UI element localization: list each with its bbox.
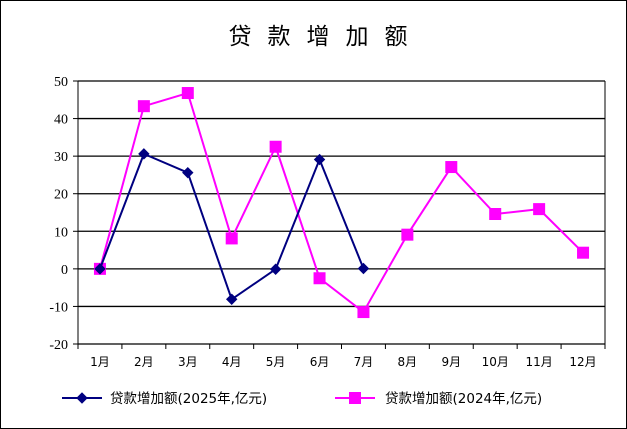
y-tick-label: 0 [61, 263, 68, 278]
series-1-point [269, 263, 282, 275]
series-2-point [533, 203, 546, 216]
y-tick-label: -10 [49, 300, 68, 315]
legend: 贷款增加额(2025年,亿元) 贷款增加额(2024年,亿元) [62, 391, 542, 407]
series-2-point [401, 228, 414, 241]
y-tick-label: 40 [54, 113, 68, 128]
series-2-point [357, 306, 370, 319]
x-tick-label: 8月 [398, 355, 418, 369]
legend-swatch-marker-1 [76, 392, 88, 404]
series-1-point [182, 166, 194, 179]
y-tick-label: 10 [54, 225, 68, 240]
x-tick-label: 5月 [266, 355, 286, 369]
plot-area: 50 40 30 20 10 0 -10 -20 1月 2月 3月 4月 5月 6月 7月 8月 9月 10月 11… [49, 75, 606, 369]
x-tick-label: 2月 [134, 355, 154, 369]
series-1-point [138, 148, 150, 160]
series-1-point [313, 153, 326, 166]
series-1-point [357, 262, 370, 275]
legend-label-2: 贷款增加额(2024年,亿元) [385, 391, 542, 407]
series-2-point [225, 232, 238, 245]
series-2-point [445, 161, 458, 174]
y-tick-label: 30 [54, 150, 68, 165]
legend-swatch-marker-2 [349, 392, 361, 404]
series-2-point [181, 87, 194, 100]
series-2-point [313, 272, 326, 285]
x-tick-label: 9月 [441, 355, 461, 369]
legend-label-1: 贷款增加额(2025年,亿元) [110, 391, 267, 407]
series-2-point [137, 100, 150, 113]
series-2-point [269, 140, 282, 153]
x-tick-label: 7月 [354, 355, 374, 369]
y-tick-label: 50 [54, 75, 68, 90]
chart-title: 贷款增加额 [229, 24, 424, 50]
y-tick-label: 20 [54, 188, 68, 203]
x-tick-label: 11月 [525, 355, 552, 369]
series-1-point [226, 293, 238, 305]
series-2-line [98, 92, 584, 314]
x-tick-label: 10月 [482, 355, 509, 369]
x-tick-label: 1月 [90, 355, 110, 369]
series-2-point [577, 246, 590, 259]
series-2-point [489, 208, 502, 221]
series-1-point [94, 263, 106, 275]
y-tick-label: -20 [49, 338, 68, 353]
x-tick-label: 3月 [178, 355, 198, 369]
x-tick-label: 4月 [222, 355, 242, 369]
x-tick-label: 12月 [569, 355, 596, 369]
x-tick-label: 6月 [310, 355, 330, 369]
